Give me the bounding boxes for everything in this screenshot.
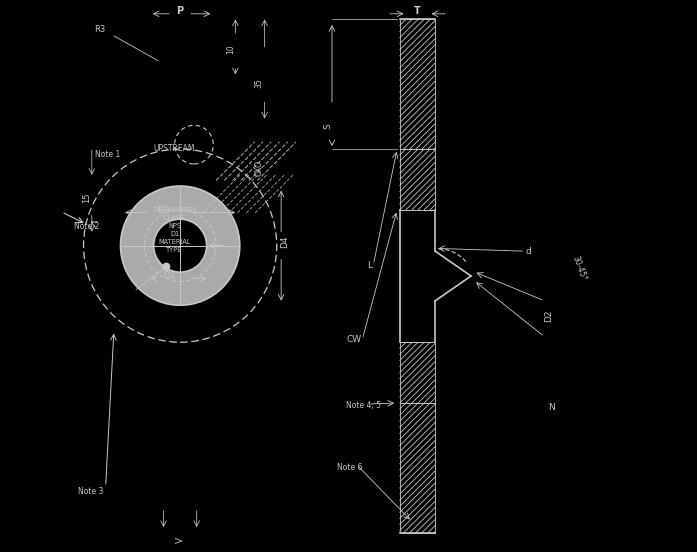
Bar [400,342,435,403]
Text: CW: CW [346,335,362,344]
Text: 30-45°: 30-45° [571,255,588,283]
Circle shape [153,219,206,272]
Bar [400,403,435,533]
Text: 15: 15 [82,193,91,204]
Bar [400,149,435,210]
Text: T: T [414,6,421,15]
Text: TAG NUMBER
CLASS
NPS
D1
MATERIAL
TYPE: TAG NUMBER CLASS NPS D1 MATERIAL TYPE [153,207,197,253]
Circle shape [163,263,169,270]
Text: 10: 10 [227,45,236,55]
Text: D3: D3 [158,205,170,215]
Text: Note 6: Note 6 [337,463,363,473]
Text: Note 1: Note 1 [95,150,120,160]
Text: d: d [525,247,531,256]
Text: OXO: OXO [254,160,263,176]
Bar [400,19,435,149]
Text: D1: D1 [163,272,176,280]
Text: L: L [367,261,372,270]
Text: D4: D4 [280,235,289,248]
Text: P: P [176,6,184,15]
Text: V: V [176,537,185,543]
Text: Note 3: Note 3 [78,487,103,496]
Text: UPSTREAM: UPSTREAM [154,144,195,153]
Text: S: S [323,123,332,129]
Text: 35: 35 [254,78,263,88]
Text: N: N [549,402,555,412]
Circle shape [121,186,240,305]
Text: Note 4, 5: Note 4, 5 [346,401,381,411]
Text: R3: R3 [95,25,106,34]
Text: D2: D2 [544,310,553,322]
Text: Note 2: Note 2 [74,222,99,231]
